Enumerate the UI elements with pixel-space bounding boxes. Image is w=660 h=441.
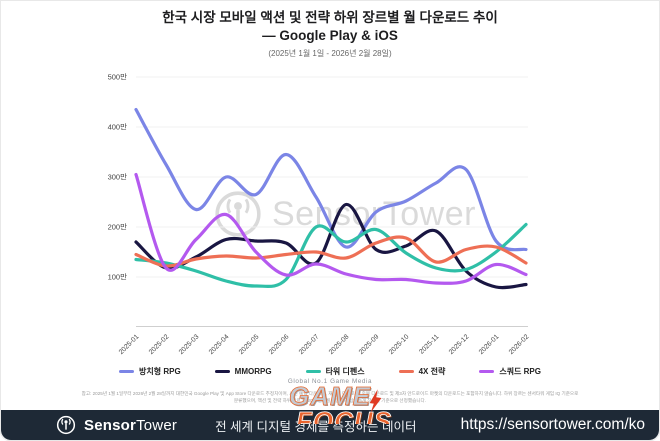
legend-item-타워 디펜스: 타워 디펜스 — [305, 366, 365, 377]
sensortower-logo-icon — [215, 191, 261, 237]
footer-bar: SensorTower 전 세계 디지털 경제를 측정하는 데이터 https:… — [1, 410, 659, 440]
footer-brand: SensorTower — [84, 417, 177, 434]
chart-header: 한국 시장 모바일 액션 및 전략 하위 장르별 월 다운로드 추이 — Goo… — [1, 9, 659, 59]
series-line-4X 전략 — [134, 235, 528, 268]
legend-label: 방치형 RPG — [139, 367, 181, 376]
footnote-line-1: 참고: 2025년 1월 1일부터 2026년 2월 28일까지 대한민국 Go… — [81, 391, 579, 396]
legend-item-4X 전략: 4X 전략 — [398, 366, 446, 377]
gamefocus-word-focus: FOCUS — [296, 406, 392, 424]
legend-swatch — [119, 370, 135, 373]
y-axis-label: 500만 — [108, 73, 128, 82]
footnote-line-2: 분류했으며, 액션 및 전략 하위 장르 중 2026년 2월 다운로드 상위 … — [233, 398, 427, 404]
footnote: 참고: 2025년 1월 1일부터 2026년 2월 28일까지 대한민국 Go… — [1, 390, 659, 405]
sensortower-watermark: SensorTower — [213, 189, 476, 239]
line-chart: 100만 200만 300만 400만 500만 2025-01 2025-02 2025-0… — [108, 73, 531, 356]
legend-swatch — [214, 370, 230, 373]
x-axis-label: 2025-12 — [448, 333, 471, 356]
brand-tower: Tower — [136, 416, 178, 434]
brand-sensor: Sensor — [84, 416, 137, 434]
x-axis-label: 2025-06 — [268, 333, 291, 356]
legend-swatch — [398, 370, 414, 373]
x-axis-label: 2025-11 — [418, 333, 440, 355]
x-axis-label: 2026-02 — [508, 333, 531, 356]
legend-label: 타워 디펜스 — [325, 367, 365, 376]
x-axis-label: 2025-07 — [298, 333, 321, 356]
series-line-타워 디펜스 — [134, 222, 528, 289]
page-title: 한국 시장 모바일 액션 및 전략 하위 장르별 월 다운로드 추이 — [162, 10, 498, 25]
legend-label: 스쿼드 RPG — [499, 367, 541, 376]
chart-legend: 방치형 RPG MMORPG 타워 디펜스 4X 전략 스쿼드 RPG — [1, 366, 659, 377]
y-axis-label: 200만 — [108, 223, 128, 232]
gamefocus-word-game: GAME — [289, 383, 371, 407]
gamefocus-badge: Global No.1 Game Media GAME FOCUS — [235, 378, 425, 424]
legend-swatch — [479, 370, 495, 373]
x-axis-label: 2026-01 — [478, 333, 501, 356]
x-axis-label: 2025-05 — [238, 333, 261, 356]
x-axis-label: 2025-04 — [208, 333, 231, 356]
footer-url[interactable]: https://sensortower.com/ko — [460, 416, 645, 433]
x-axis-label: 2025-08 — [328, 333, 351, 356]
x-axis-label: 2025-03 — [178, 333, 201, 356]
legend-label: MMORPG — [234, 367, 272, 376]
gamefocus-tagline: Global No.1 Game Media — [287, 378, 373, 385]
page-subtitle: — Google Play & iOS — [262, 28, 398, 44]
sensortower-logo-icon — [56, 415, 76, 435]
y-axis-label: 400만 — [108, 123, 128, 132]
legend-item-방치형 RPG: 방치형 RPG — [119, 366, 181, 377]
x-axis-label: 2025-09 — [358, 333, 381, 356]
x-axis-label: 2025-02 — [148, 333, 171, 356]
y-axis-label: 300만 — [108, 173, 128, 182]
x-axis-label: 2025-10 — [388, 333, 411, 356]
x-axis-label: 2025-01 — [118, 333, 141, 356]
gamefocus-game-text: GAME — [289, 381, 371, 411]
series-line-MMORPG — [134, 202, 528, 290]
legend-item-스쿼드 RPG: 스쿼드 RPG — [479, 366, 541, 377]
footer-tagline: 전 세계 디지털 경제를 측정하는 데이터 — [215, 419, 417, 434]
series-line-스쿼드 RPG — [134, 172, 528, 285]
legend-swatch — [305, 370, 321, 373]
date-range: (2025년 1월 1일 - 2026년 2월 28일) — [268, 49, 392, 59]
y-axis-label: 100만 — [108, 273, 128, 282]
legend-item-MMORPG: MMORPG — [214, 366, 272, 377]
legend-label: 4X 전략 — [418, 367, 446, 376]
